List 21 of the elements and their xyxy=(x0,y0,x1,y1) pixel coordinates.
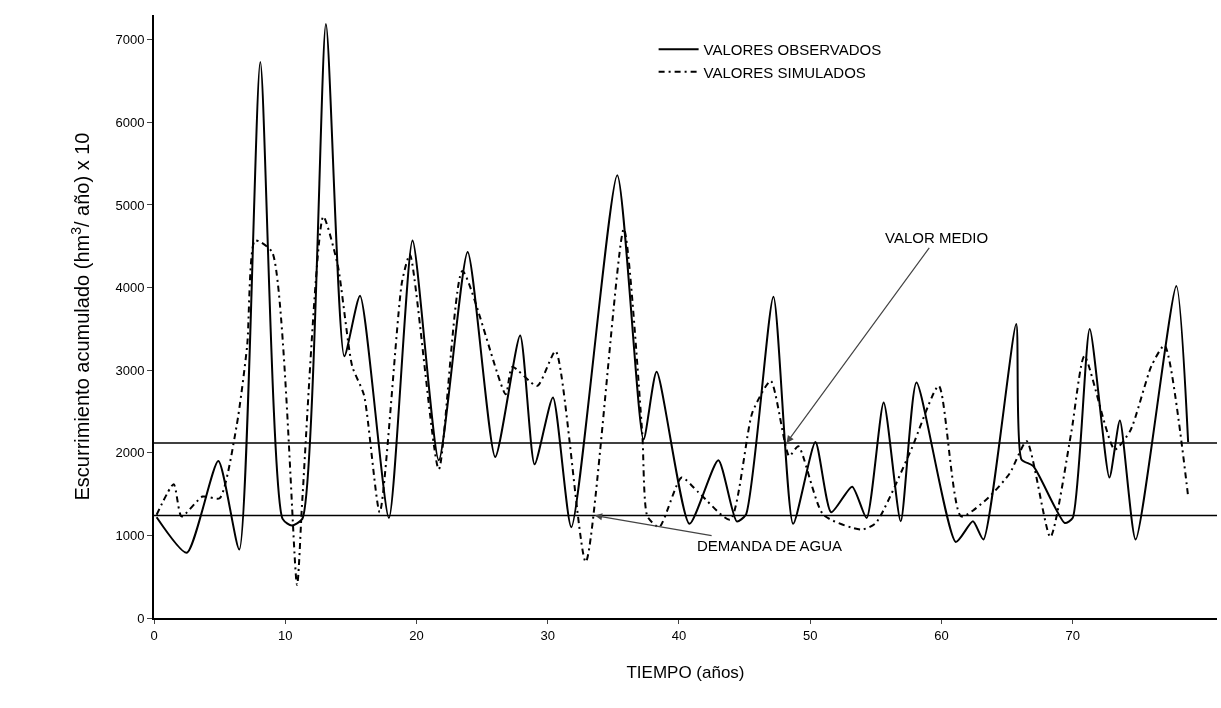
y-tick-label: 4000 xyxy=(115,280,145,296)
y-tick-label: 1000 xyxy=(115,527,145,543)
x-tick-label: 40 xyxy=(671,627,687,643)
x-tick-label: 10 xyxy=(278,627,293,643)
x-tick-label: 20 xyxy=(409,627,424,643)
x-tick-label: 60 xyxy=(934,627,949,643)
annotation: VALOR MEDIO xyxy=(885,229,989,246)
x-tick-label: 70 xyxy=(1065,627,1080,643)
legend-label: VALORES SIMULADOS xyxy=(703,63,866,81)
y-tick-label: 5000 xyxy=(115,197,145,213)
annotation: DEMANDA DE AGUA xyxy=(697,537,843,554)
x-tick-label: 30 xyxy=(540,627,555,643)
y-tick-label: 0 xyxy=(137,610,145,626)
legend-label: VALORES OBSERVADOS xyxy=(703,41,882,59)
y-tick-label: 7000 xyxy=(115,32,145,48)
y-tick-label: 2000 xyxy=(115,445,145,461)
x-tick-label: 50 xyxy=(802,627,818,643)
y-tick-label: 6000 xyxy=(115,114,145,130)
x-axis-title: TIEMPO (años) xyxy=(626,663,745,683)
x-tick-label: 0 xyxy=(150,627,158,643)
y-tick-label: 3000 xyxy=(115,362,145,378)
